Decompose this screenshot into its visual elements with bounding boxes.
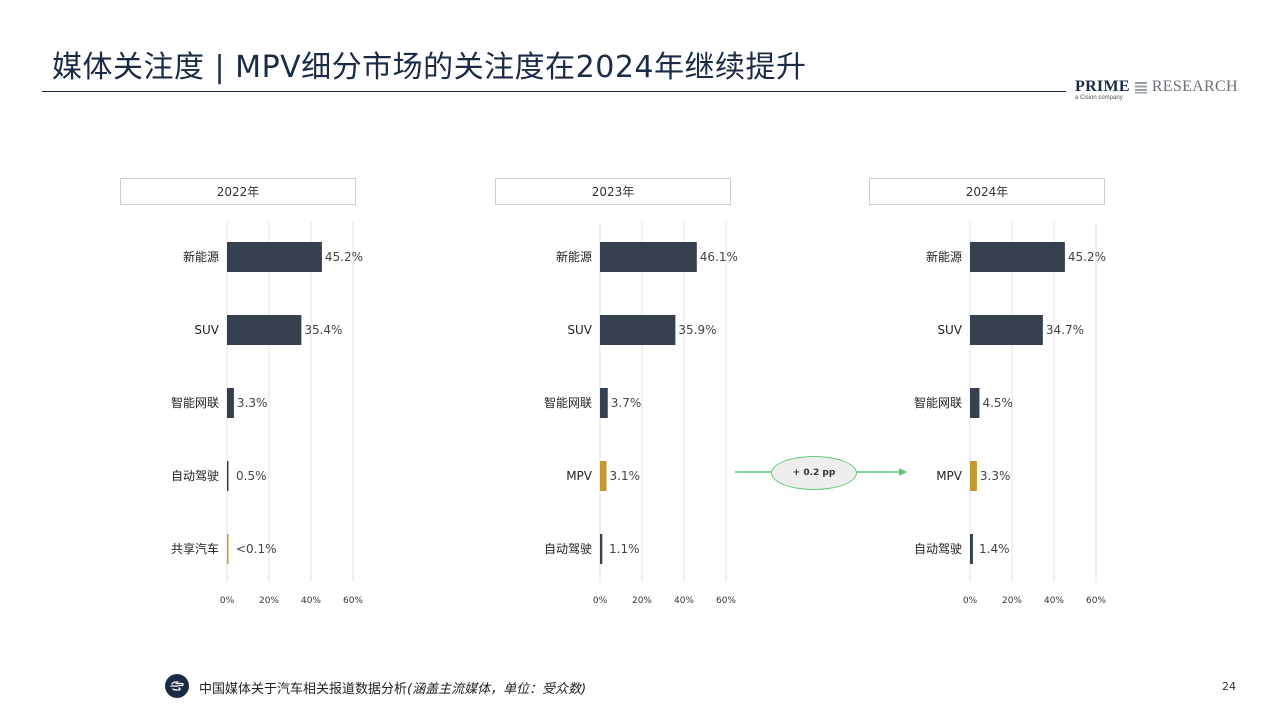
bar — [970, 388, 980, 418]
category-label: 智能网联 — [544, 395, 592, 410]
x-tick-label: 60% — [343, 596, 363, 606]
logo-brand-primary: PRIME — [1075, 78, 1130, 95]
bar — [227, 534, 229, 564]
prime-research-logo: PRIME RESEARCH a Cision company — [1075, 78, 1245, 108]
category-label: 共享汽车 — [171, 541, 219, 556]
logo-tagline: a Cision company — [1075, 95, 1123, 101]
category-label: 智能网联 — [171, 395, 219, 410]
category-label: 智能网联 — [914, 395, 962, 410]
x-tick-label: 0% — [220, 596, 235, 606]
footer-note: (涵盖主流媒体，单位：受众数) — [407, 682, 587, 697]
x-tick-label: 60% — [716, 596, 736, 606]
bar — [600, 242, 697, 272]
category-label: SUV — [194, 323, 219, 337]
bar — [600, 461, 607, 491]
arrow-right-icon — [899, 468, 907, 476]
value-label: 45.2% — [1068, 250, 1106, 264]
logo-brand-secondary: RESEARCH — [1151, 78, 1238, 95]
panel-header-2023: 2023年 — [495, 178, 731, 205]
logo-stack-icon — [1134, 81, 1148, 94]
value-label: 46.1% — [700, 250, 738, 264]
category-label: 新能源 — [556, 249, 592, 264]
value-label: 35.4% — [304, 323, 342, 337]
category-label: 新能源 — [183, 249, 219, 264]
value-label: 0.5% — [236, 469, 267, 483]
bar — [600, 388, 608, 418]
x-tick-label: 0% — [593, 596, 608, 606]
x-tick-label: 40% — [301, 596, 321, 606]
panel-header-2024: 2024年 — [869, 178, 1105, 205]
category-label: 自动驾驶 — [544, 541, 592, 556]
x-tick-label: 40% — [674, 596, 694, 606]
category-label: 自动驾驶 — [914, 541, 962, 556]
value-label: 3.3% — [980, 469, 1011, 483]
bar — [227, 242, 322, 272]
category-label: SUV — [937, 323, 962, 337]
x-tick-label: 20% — [632, 596, 652, 606]
footer-source-text: 中国媒体关于汽车相关报道数据分析 — [199, 682, 408, 697]
x-tick-label: 20% — [1002, 596, 1022, 606]
value-label: 1.4% — [979, 542, 1010, 556]
category-label: 自动驾驶 — [171, 468, 219, 483]
category-label: MPV — [566, 469, 593, 483]
value-label: 1.1% — [609, 542, 640, 556]
bar — [970, 534, 973, 564]
panel-header-2022: 2022年 — [120, 178, 356, 205]
value-label: 3.1% — [610, 469, 641, 483]
page-number: 24 — [1222, 680, 1236, 693]
value-label: 4.5% — [982, 396, 1013, 410]
category-label: MPV — [936, 469, 963, 483]
value-label: 45.2% — [325, 250, 363, 264]
bar — [970, 242, 1065, 272]
value-label: 3.3% — [237, 396, 268, 410]
bar — [600, 315, 676, 345]
value-label: 3.7% — [611, 396, 642, 410]
bar — [970, 315, 1043, 345]
pointing-hand-icon — [165, 674, 189, 698]
bar — [600, 534, 603, 564]
category-label: 新能源 — [926, 249, 962, 264]
bar — [227, 388, 234, 418]
value-label: 34.7% — [1046, 323, 1084, 337]
bar — [970, 461, 977, 491]
title-divider — [42, 91, 1066, 92]
change-callout-label: + 0.2 pp — [792, 468, 836, 478]
page-title: 媒体关注度 | MPV细分市场的关注度在2024年继续提升 — [52, 50, 807, 85]
footer-source: 中国媒体关于汽车相关报道数据分析(涵盖主流媒体，单位：受众数) — [199, 678, 586, 697]
value-label: 35.9% — [678, 323, 716, 337]
bar — [227, 315, 302, 345]
x-tick-label: 20% — [259, 596, 279, 606]
value-label: <0.1% — [236, 542, 277, 556]
change-callout: + 0.2 pp — [771, 456, 857, 490]
bar — [227, 461, 229, 491]
category-label: SUV — [567, 323, 592, 337]
x-tick-label: 60% — [1086, 596, 1106, 606]
x-tick-label: 0% — [963, 596, 978, 606]
x-tick-label: 40% — [1044, 596, 1064, 606]
